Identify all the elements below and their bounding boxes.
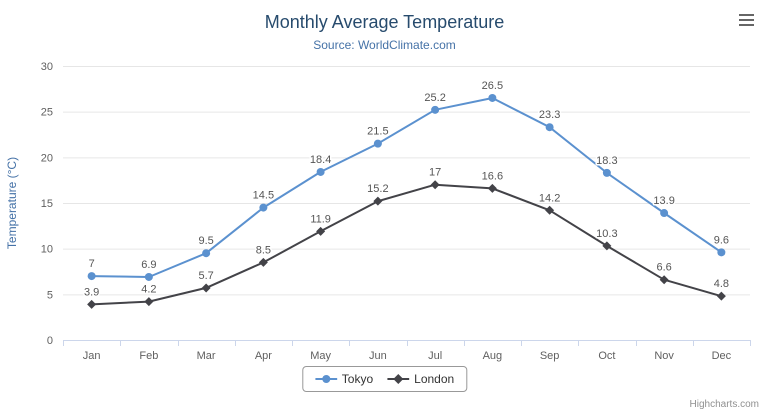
x-axis-tick-label: Feb xyxy=(139,350,158,362)
point-marker-tokyo[interactable] xyxy=(316,167,325,176)
series-line-london[interactable] xyxy=(90,183,723,306)
data-label-tokyo: 9.6 xyxy=(714,234,729,246)
data-label-tokyo: 23.3 xyxy=(539,109,560,121)
legend-item-london[interactable]: London xyxy=(387,372,454,386)
point-marker-london[interactable] xyxy=(602,241,612,251)
legend: Tokyo London xyxy=(301,366,468,392)
point-marker-london[interactable] xyxy=(487,183,497,193)
y-axis-tick-label: 0 xyxy=(47,335,53,347)
x-axis-tick-label: Dec xyxy=(712,350,732,362)
y-axis-tick-label: 30 xyxy=(41,61,53,73)
data-label-tokyo: 18.3 xyxy=(596,155,617,167)
data-label-london: 3.9 xyxy=(84,286,99,298)
y-axis-tick-label: 5 xyxy=(47,289,53,301)
point-marker-tokyo[interactable] xyxy=(144,272,153,281)
london-line-marker-icon xyxy=(387,373,410,385)
data-label-london: 17 xyxy=(429,167,441,179)
point-marker-london[interactable] xyxy=(430,180,440,190)
point-marker-london[interactable] xyxy=(545,205,555,215)
legend-label-london: London xyxy=(414,372,455,386)
data-label-tokyo: 14.5 xyxy=(253,190,274,202)
x-axis-tick-label: Oct xyxy=(598,350,615,362)
data-label-tokyo: 21.5 xyxy=(367,126,388,138)
data-label-london: 11.9 xyxy=(310,213,331,225)
point-marker-london[interactable] xyxy=(659,275,669,285)
x-axis-tick-label: Jan xyxy=(83,350,101,362)
data-label-london: 10.3 xyxy=(596,228,617,240)
point-marker-london[interactable] xyxy=(373,196,383,206)
point-marker-tokyo[interactable] xyxy=(259,203,268,212)
point-marker-tokyo[interactable] xyxy=(660,209,669,218)
data-label-london: 14.2 xyxy=(539,192,560,204)
point-marker-london[interactable] xyxy=(258,257,268,267)
point-marker-tokyo[interactable] xyxy=(488,93,497,102)
hamburger-bar xyxy=(739,14,754,16)
point-marker-london[interactable] xyxy=(87,299,97,309)
data-label-tokyo: 26.5 xyxy=(482,80,503,92)
data-label-tokyo: 6.9 xyxy=(141,259,156,271)
data-label-tokyo: 25.2 xyxy=(424,92,445,104)
point-marker-tokyo[interactable] xyxy=(717,248,726,257)
point-marker-london[interactable] xyxy=(716,291,726,301)
chart-title: Monthly Average Temperature xyxy=(264,12,505,32)
x-axis-tick-label: Apr xyxy=(255,350,272,362)
data-label-tokyo: 18.4 xyxy=(310,154,331,166)
tokyo-line-marker-icon xyxy=(314,373,337,385)
point-marker-london[interactable] xyxy=(316,226,326,236)
hamburger-bar xyxy=(739,24,754,26)
legend-label-tokyo: Tokyo xyxy=(341,372,374,386)
data-label-london: 5.7 xyxy=(198,270,213,282)
point-marker-tokyo[interactable] xyxy=(202,249,211,258)
credits-link[interactable]: Highcharts.com xyxy=(689,399,759,410)
x-axis-tick-label: May xyxy=(310,350,331,362)
data-label-london: 15.2 xyxy=(367,183,388,195)
y-axis-tick-label: 25 xyxy=(41,107,53,119)
series-line-tokyo[interactable] xyxy=(90,97,723,278)
y-axis-title: Temperature (°C) xyxy=(5,157,19,249)
data-label-london: 8.5 xyxy=(256,244,271,256)
x-axis-tick-label: Nov xyxy=(654,350,674,362)
point-marker-tokyo[interactable] xyxy=(87,272,96,281)
data-label-tokyo: 7 xyxy=(89,258,95,270)
data-label-london: 4.8 xyxy=(714,278,729,290)
x-axis-tick-label: Jul xyxy=(428,350,442,362)
x-axis-tick-label: Sep xyxy=(540,350,560,362)
point-marker-tokyo[interactable] xyxy=(545,123,554,132)
x-axis-tick-label: Aug xyxy=(483,350,503,362)
data-label-london: 6.6 xyxy=(656,262,671,274)
legend-item-tokyo[interactable]: Tokyo xyxy=(314,372,374,386)
x-axis-tick-label: Jun xyxy=(369,350,387,362)
point-marker-london[interactable] xyxy=(144,297,154,307)
y-axis-tick-label: 10 xyxy=(41,244,53,256)
data-label-london: 16.6 xyxy=(482,170,503,182)
y-axis-tick-label: 15 xyxy=(41,198,53,210)
hamburger-bar xyxy=(739,19,754,21)
point-marker-london[interactable] xyxy=(201,283,211,293)
hamburger-menu-icon[interactable] xyxy=(735,10,759,30)
y-axis-tick-label: 20 xyxy=(41,152,53,164)
point-marker-tokyo[interactable] xyxy=(373,139,382,148)
data-label-london: 4.2 xyxy=(141,284,156,296)
data-label-tokyo: 13.9 xyxy=(653,195,674,207)
x-axis-tick-label: Mar xyxy=(197,350,216,362)
data-label-tokyo: 9.5 xyxy=(198,235,213,247)
chart-subtitle: Source: WorldClimate.com xyxy=(313,38,456,52)
point-marker-tokyo[interactable] xyxy=(602,168,611,177)
point-marker-tokyo[interactable] xyxy=(431,105,440,114)
